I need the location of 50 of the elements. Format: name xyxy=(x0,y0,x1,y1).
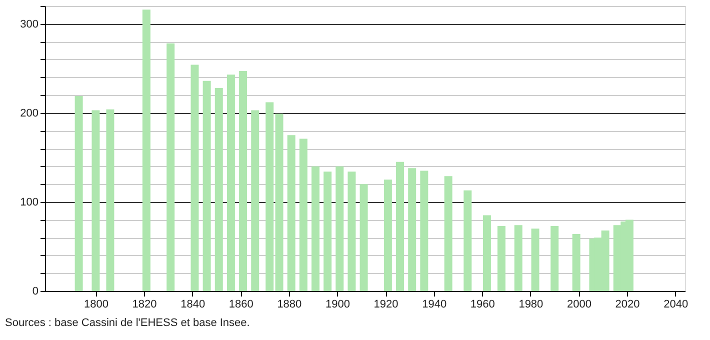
bar xyxy=(464,190,472,291)
bar xyxy=(226,74,235,291)
bar xyxy=(572,234,580,291)
y-tick-label: 0 xyxy=(32,286,38,298)
bar xyxy=(482,215,491,291)
bar xyxy=(275,114,284,291)
bar xyxy=(324,172,332,291)
bar xyxy=(251,110,260,291)
x-tick-label: 2000 xyxy=(566,298,592,310)
bar xyxy=(142,10,150,291)
bar xyxy=(190,64,199,291)
x-tick-label: 1900 xyxy=(325,298,350,310)
bar xyxy=(497,226,506,291)
bar xyxy=(239,71,248,291)
y-tick-label: 300 xyxy=(20,18,38,30)
y-tick-label: 200 xyxy=(20,107,38,120)
y-tick-label: 100 xyxy=(20,196,38,208)
source-note: Sources : base Cassini de l'EHESS et base Insee. xyxy=(5,317,250,329)
x-tick-label: 2040 xyxy=(664,298,688,310)
bar xyxy=(266,102,274,291)
bar xyxy=(311,166,320,291)
bar xyxy=(396,162,404,291)
bar xyxy=(336,166,344,291)
bar xyxy=(348,172,356,291)
bar xyxy=(92,110,100,291)
x-tick-label: 1820 xyxy=(132,298,157,310)
bar xyxy=(106,109,114,291)
bar xyxy=(420,170,428,291)
x-tick-label: 2020 xyxy=(615,298,640,310)
bar xyxy=(287,135,296,291)
bar xyxy=(384,180,392,291)
x-tick-label: 1980 xyxy=(518,298,544,310)
bar xyxy=(444,176,452,291)
bar xyxy=(166,43,175,291)
bar xyxy=(214,88,223,291)
x-tick-label: 1860 xyxy=(228,298,254,310)
bar xyxy=(408,168,416,291)
bar xyxy=(202,80,211,291)
x-tick-label: 1880 xyxy=(277,298,302,310)
bar xyxy=(299,138,308,291)
bar xyxy=(74,96,83,291)
bar xyxy=(531,228,540,291)
x-tick-label: 1800 xyxy=(84,298,108,310)
bar xyxy=(550,226,559,291)
x-tick-label: 1920 xyxy=(374,298,398,310)
bar xyxy=(514,225,522,291)
x-tick-label: 1840 xyxy=(180,298,206,310)
bar xyxy=(360,184,368,291)
x-tick-label: 1960 xyxy=(470,298,495,310)
x-tick-label: 1940 xyxy=(422,298,447,310)
